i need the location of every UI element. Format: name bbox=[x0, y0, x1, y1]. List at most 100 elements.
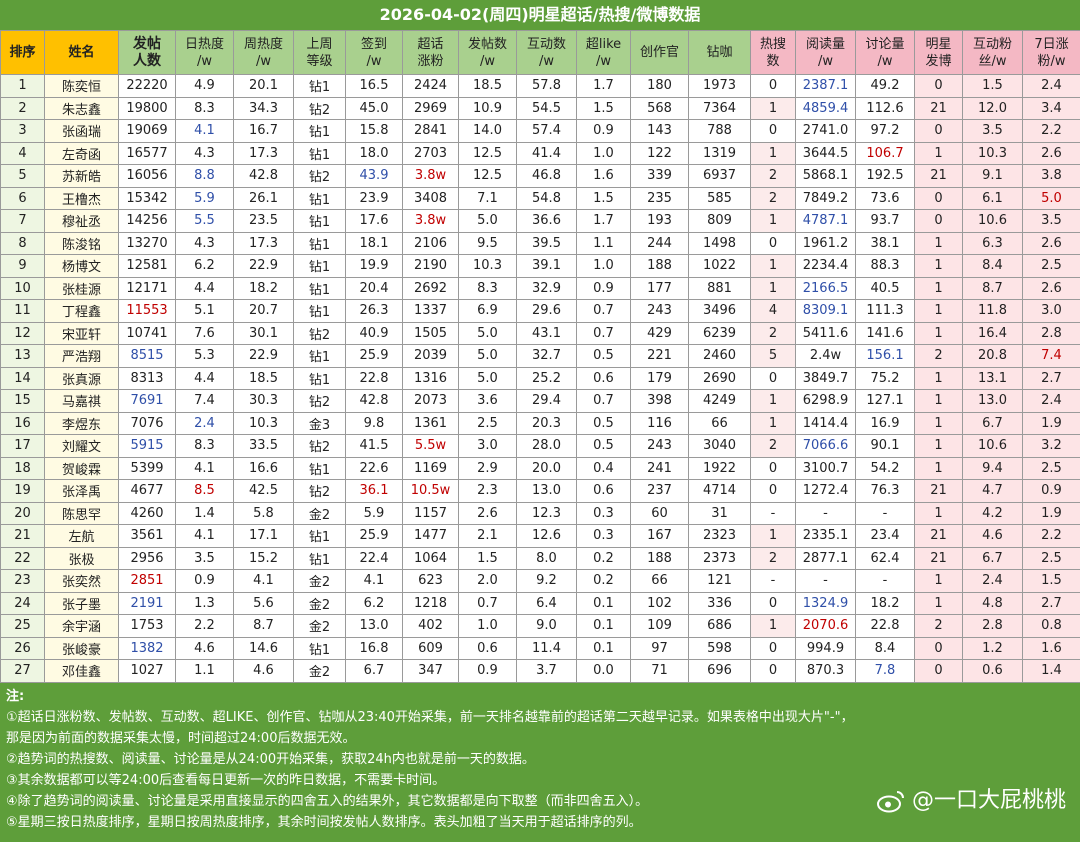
table-cell: 2.4 bbox=[1022, 389, 1080, 413]
table-cell: 钻2 bbox=[293, 389, 346, 413]
table-cell: 3 bbox=[0, 119, 45, 143]
table-cell: 1316 bbox=[402, 366, 459, 390]
table-cell: 1022 bbox=[688, 254, 751, 278]
table-cell: 1157 bbox=[402, 501, 459, 525]
table-cell: 0.1 bbox=[576, 591, 631, 615]
table-row: 13 严浩翔 8515 5.3 22.9 钻1 25.9 2039 5.0 32.7 0.5 221 2… bbox=[0, 344, 1080, 368]
table-cell: 10741 bbox=[118, 321, 176, 345]
table-cell: 金2 bbox=[293, 614, 346, 638]
table-cell: 1.6 bbox=[1022, 636, 1080, 660]
table-cell: 809 bbox=[688, 209, 751, 233]
table-cell: 244 bbox=[630, 231, 689, 255]
notes-label: 注: bbox=[6, 688, 25, 704]
table-cell: 0.7 bbox=[576, 389, 631, 413]
table-cell: 钻1 bbox=[293, 276, 346, 300]
table-cell: 57.4 bbox=[516, 119, 577, 143]
table-cell: 10.9 bbox=[458, 96, 517, 120]
table-cell: 21 bbox=[0, 524, 45, 548]
table-row: 23 张奕然 2851 0.9 4.1 金2 4.1 623 2.0 9.2 0.2 66 121- - -… bbox=[0, 569, 1080, 593]
table-cell: 20.8 bbox=[962, 344, 1023, 368]
table-cell: 陈奕恒 bbox=[44, 74, 119, 98]
table-cell: 2073 bbox=[402, 389, 459, 413]
table-cell: 102 bbox=[630, 591, 689, 615]
table-cell: 5 bbox=[750, 344, 796, 368]
table-cell: 25.2 bbox=[516, 366, 577, 390]
table-cell: 3.6 bbox=[458, 389, 517, 413]
table-cell: 686 bbox=[688, 614, 751, 638]
table-cell: 左航 bbox=[44, 524, 119, 548]
table-cell: 1961.2 bbox=[795, 231, 856, 255]
table-cell: 13.0 bbox=[345, 614, 403, 638]
column-header: 发帖数 /w bbox=[458, 30, 517, 75]
table-cell: 243 bbox=[630, 299, 689, 323]
table-cell: 7 bbox=[0, 209, 45, 233]
table-cell: 6937 bbox=[688, 164, 751, 188]
table-cell: 0.6 bbox=[458, 636, 517, 660]
table-cell: 2.1 bbox=[458, 524, 517, 548]
table-row: 11 丁程鑫 11553 5.1 20.7 钻1 26.3 1337 6.9 29.6 0.7 243… bbox=[0, 299, 1080, 323]
table-cell: 13 bbox=[0, 344, 45, 368]
table-cell: 3.5 bbox=[962, 119, 1023, 143]
table-cell: 9 bbox=[0, 254, 45, 278]
table-cell: 张桂源 bbox=[44, 276, 119, 300]
table-cell: 5.0 bbox=[458, 366, 517, 390]
table-cell: 5.6 bbox=[233, 591, 294, 615]
table-cell: 76.3 bbox=[855, 479, 915, 503]
table-cell: 钻2 bbox=[293, 96, 346, 120]
table-cell: 97 bbox=[630, 636, 689, 660]
table-cell: 钻1 bbox=[293, 524, 346, 548]
table-cell: 12.5 bbox=[458, 164, 517, 188]
table-cell: 20.3 bbox=[516, 411, 577, 435]
table-cell: 钻1 bbox=[293, 119, 346, 143]
table-cell: 402 bbox=[402, 614, 459, 638]
table-cell: 221 bbox=[630, 344, 689, 368]
table-cell: 7.4 bbox=[1022, 344, 1080, 368]
table-cell: 6.4 bbox=[516, 591, 577, 615]
table-cell: 李煜东 bbox=[44, 411, 119, 435]
table-cell: 10.6 bbox=[962, 209, 1023, 233]
table-cell: 36.1 bbox=[345, 479, 403, 503]
table-cell: 21 bbox=[914, 546, 963, 570]
table-cell: 43.9 bbox=[345, 164, 403, 188]
table-cell: 4249 bbox=[688, 389, 751, 413]
table-row: 6 王橹杰 15342 5.9 26.1 钻1 23.9 3408 7.1 54.8 1.5 235 5… bbox=[0, 186, 1080, 210]
table-cell: 1 bbox=[750, 389, 796, 413]
table-row: 12 宋亚轩 10741 7.6 30.1 钻2 40.9 1505 5.0 43.1 0.7 429… bbox=[0, 321, 1080, 345]
table-cell: 1361 bbox=[402, 411, 459, 435]
table-cell: 18.0 bbox=[345, 141, 403, 165]
table-cell: 21 bbox=[914, 164, 963, 188]
table-cell: 42.8 bbox=[233, 164, 294, 188]
table-cell: 2956 bbox=[118, 546, 176, 570]
table-cell: 7076 bbox=[118, 411, 176, 435]
table-cell: 5.9 bbox=[345, 501, 403, 525]
note: ②趋势词的热搜数、阅读量、讨论量是从24:00开始采集，获取24h内也就是前一天… bbox=[6, 751, 535, 767]
table-cell: 2387.1 bbox=[795, 74, 856, 98]
table-cell: 6.2 bbox=[175, 254, 234, 278]
note: ④除了趋势词的阅读量、讨论量是采用直接显示的四舍五入的结果外，其它数据都是向下取… bbox=[6, 793, 649, 809]
table-cell: 4.2 bbox=[962, 501, 1023, 525]
table-cell: 2.7 bbox=[1022, 366, 1080, 390]
table-cell: 12.5 bbox=[458, 141, 517, 165]
table-cell: 1 bbox=[914, 411, 963, 435]
table-row: 25 余宇涵 1753 2.2 8.7 金2 13.0 402 1.0 9.0 0.1 109 686 1… bbox=[0, 614, 1080, 638]
table-cell: 60 bbox=[630, 501, 689, 525]
table-cell: 陈思罕 bbox=[44, 501, 119, 525]
table-cell: 36.6 bbox=[516, 209, 577, 233]
table-cell: - bbox=[795, 501, 856, 525]
table-cell: 2.5 bbox=[1022, 546, 1080, 570]
table-cell: 23.4 bbox=[855, 524, 915, 548]
table-cell: 5.3 bbox=[175, 344, 234, 368]
table-cell: 17.3 bbox=[233, 141, 294, 165]
table-cell: 20.0 bbox=[516, 456, 577, 480]
table-cell: 金3 bbox=[293, 411, 346, 435]
table-cell: 27 bbox=[0, 659, 45, 683]
table-cell: 3.5 bbox=[175, 546, 234, 570]
table-cell: 4.1 bbox=[233, 569, 294, 593]
table-cell: 16.7 bbox=[233, 119, 294, 143]
table-cell: 18.5 bbox=[233, 366, 294, 390]
table-cell: 11553 bbox=[118, 299, 176, 323]
table-cell: 241 bbox=[630, 456, 689, 480]
table-cell: 0 bbox=[914, 209, 963, 233]
table-cell: 0 bbox=[750, 119, 796, 143]
table-cell: 7066.6 bbox=[795, 434, 856, 458]
